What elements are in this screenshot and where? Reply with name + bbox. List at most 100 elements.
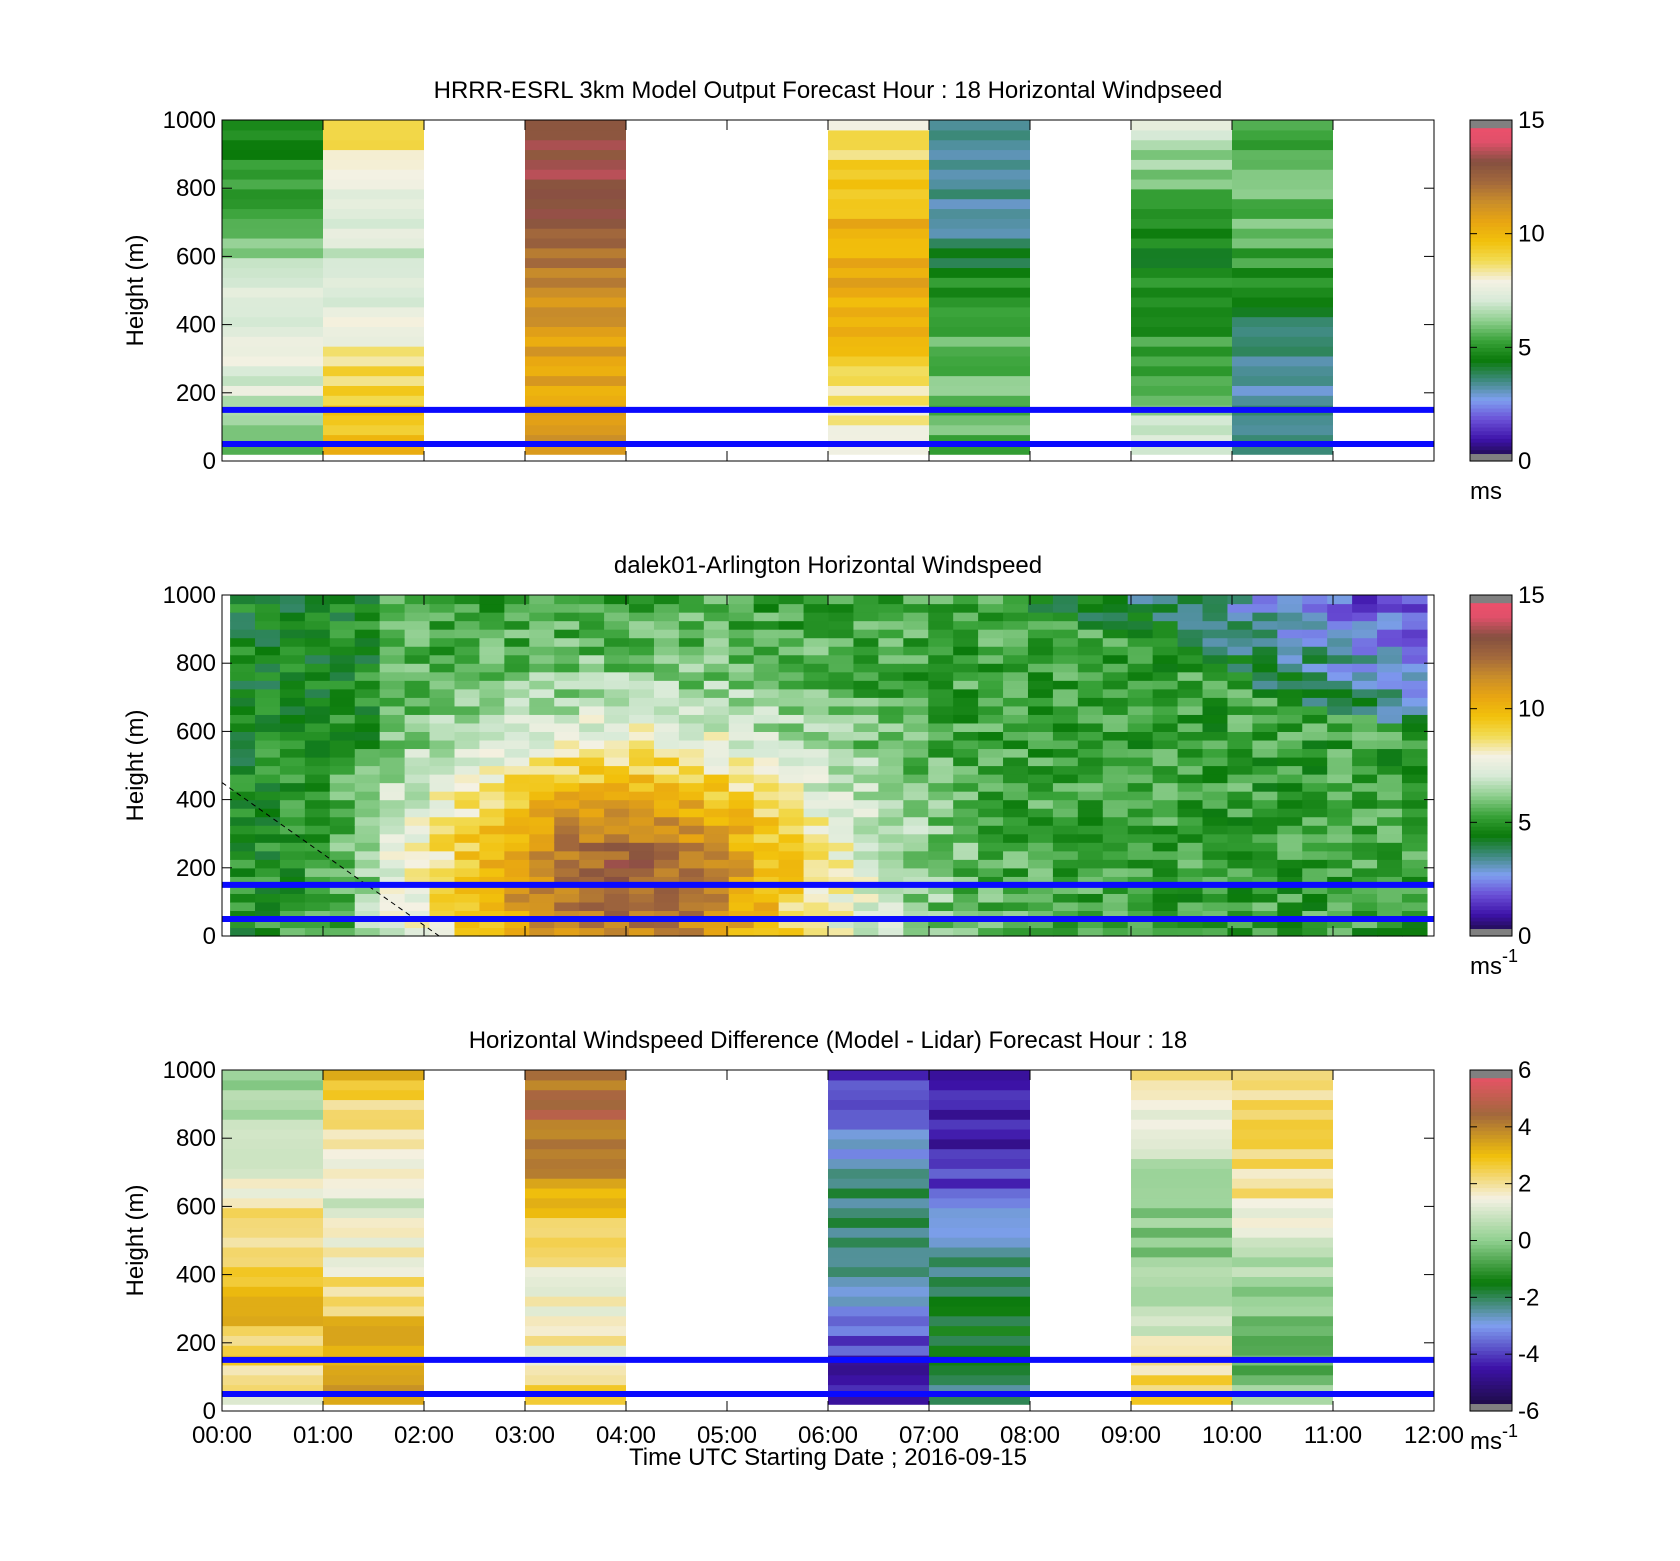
colorbar-segment	[1470, 712, 1512, 717]
heatmap-cell	[529, 842, 555, 852]
heatmap-cell	[1152, 697, 1179, 707]
heatmap-cell	[828, 1276, 929, 1287]
heatmap-cell	[525, 1099, 626, 1110]
heatmap-cell	[323, 1119, 424, 1130]
heatmap-cell	[929, 434, 1030, 445]
colorbar-segment	[1470, 617, 1512, 623]
heatmap-cell	[703, 714, 730, 724]
heatmap-cell	[504, 663, 530, 673]
heatmap-cell	[379, 714, 406, 724]
heatmap-cell	[255, 927, 281, 937]
heatmap-cell	[429, 595, 456, 605]
heatmap-cell	[1232, 414, 1333, 426]
heatmap-cell	[1127, 748, 1154, 758]
heatmap-cell	[255, 791, 281, 801]
heatmap-cell	[504, 927, 530, 937]
colorbar-segment	[1470, 252, 1512, 257]
heatmap-cell	[978, 637, 1004, 647]
heatmap-cell	[928, 825, 954, 835]
heatmap-cell	[928, 910, 954, 920]
heatmap-cell	[929, 1237, 1030, 1248]
heatmap-cell	[1102, 663, 1129, 673]
heatmap-cell	[504, 603, 530, 613]
heatmap-cell	[778, 748, 805, 758]
heatmap-cell	[1277, 918, 1303, 929]
heatmap-cell	[978, 884, 1004, 894]
heatmap-cell	[903, 893, 929, 903]
heatmap-cell	[323, 1138, 424, 1150]
heatmap-cell	[323, 346, 424, 357]
heatmap-cell	[853, 791, 879, 801]
heatmap-cell	[1252, 612, 1278, 622]
heatmap-cell	[1131, 1178, 1232, 1189]
heatmap-cell	[929, 1227, 1030, 1238]
heatmap-cell	[1003, 663, 1029, 673]
heatmap-cell	[525, 218, 626, 229]
heatmap-cell	[1227, 893, 1253, 903]
heatmap-cell	[1252, 646, 1278, 656]
heatmap-cell	[1131, 414, 1232, 426]
heatmap-cell	[929, 1296, 1030, 1307]
heatmap-cell	[629, 620, 655, 630]
heatmap-cell	[504, 884, 530, 894]
heatmap-cell	[329, 697, 356, 707]
heatmap-cell	[323, 1335, 424, 1346]
y-tick-label: 0	[203, 448, 216, 475]
colorbar-segment	[1470, 651, 1512, 657]
heatmap-cell	[479, 842, 505, 852]
heatmap-cell	[1352, 901, 1378, 912]
heatmap-cell	[1003, 595, 1029, 605]
heatmap-cell	[728, 680, 755, 690]
heatmap-cell	[379, 791, 406, 801]
heatmap-cell	[404, 680, 431, 690]
heatmap-cell	[222, 444, 323, 455]
heatmap-column	[525, 120, 626, 455]
heatmap-cell	[1102, 867, 1129, 877]
heatmap-cell	[903, 850, 929, 860]
heatmap-cell	[1401, 663, 1428, 673]
heatmap-cell	[828, 385, 929, 396]
heatmap-cell	[828, 876, 855, 886]
heatmap-cell	[529, 739, 555, 750]
heatmap-cell	[653, 739, 680, 750]
heatmap-cell	[728, 799, 755, 809]
heatmap-cell	[1177, 825, 1204, 835]
heatmap-cell	[1027, 603, 1054, 613]
heatmap-cell	[778, 629, 805, 639]
heatmap-cell	[1003, 748, 1029, 758]
heatmap-cell	[703, 842, 730, 852]
heatmap-cell	[978, 714, 1004, 724]
heatmap-cell	[304, 680, 331, 690]
heatmap-cell	[803, 910, 830, 920]
heatmap-cell	[279, 910, 306, 920]
heatmap-cell	[929, 1374, 1030, 1386]
heatmap-cell	[579, 893, 605, 903]
heatmap-cell	[1401, 833, 1428, 843]
heatmap-cell	[323, 120, 424, 131]
heatmap-cell	[1232, 237, 1333, 249]
heatmap-cell	[230, 842, 256, 852]
heatmap-cell	[230, 714, 256, 724]
heatmap-cell	[429, 910, 456, 920]
heatmap-cell	[304, 705, 331, 715]
heatmap-cell	[903, 748, 929, 758]
colorbar-segment	[1470, 1316, 1512, 1321]
heatmap-cell	[230, 620, 256, 630]
colorbar-segment	[1470, 320, 1512, 326]
heatmap-cell	[1277, 850, 1303, 860]
heatmap-cell	[1352, 731, 1378, 741]
colorbar-segment	[1470, 1092, 1512, 1098]
heatmap-cell	[504, 799, 530, 809]
heatmap-cell	[1401, 714, 1428, 724]
heatmap-cell	[728, 791, 755, 801]
colorbar-frame	[1469, 119, 1513, 462]
y-axis-label: Height (m)	[122, 709, 149, 821]
heatmap-cell	[279, 782, 306, 792]
heatmap-cell	[323, 434, 424, 445]
heatmap-cell	[404, 901, 431, 912]
heatmap-cell	[1152, 756, 1179, 767]
heatmap-cell	[1177, 867, 1204, 877]
heatmap-cell	[429, 671, 456, 681]
heatmap-cell	[828, 595, 855, 605]
heatmap-cell	[1401, 705, 1428, 715]
